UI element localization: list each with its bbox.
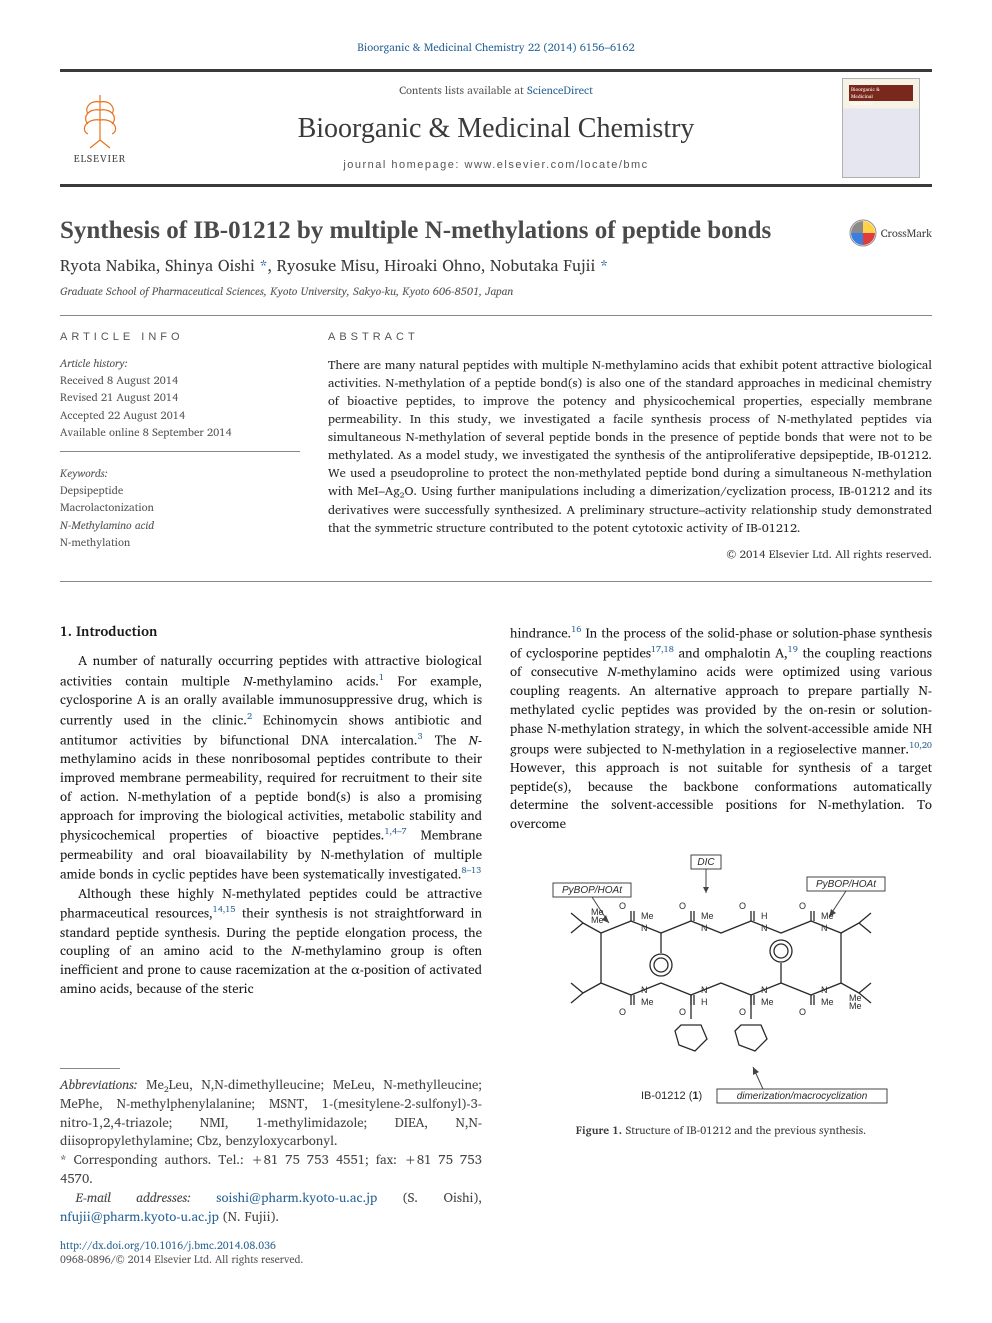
svg-text:Me: Me [641, 911, 654, 921]
sciencedirect-link[interactable]: ScienceDirect [527, 81, 593, 99]
publisher-logo: ELSEVIER [60, 83, 140, 173]
keywords-label: Keywords: [60, 466, 300, 481]
received-date: Received 8 August 2014 [60, 373, 300, 388]
body-paragraph: A number of naturally occurring peptides… [60, 651, 482, 884]
svg-text:O: O [679, 901, 686, 911]
svg-text:N: N [761, 923, 768, 933]
section-heading-intro: 1. Introduction [60, 622, 482, 641]
keyword: N-methylation [60, 535, 300, 550]
keyword: Depsipeptide [60, 483, 300, 498]
abstract-copyright: © 2014 Elsevier Ltd. All rights reserved… [328, 547, 932, 563]
journal-reference: Bioorganic & Medicinal Chemistry 22 (201… [60, 40, 932, 55]
svg-text:Me: Me [821, 911, 834, 921]
divider [60, 581, 932, 582]
keyword: Macrolactonization [60, 500, 300, 515]
contents-prefix: Contents lists available at [399, 81, 527, 99]
issn-copyright: 0968-0896/© 2014 Elsevier Ltd. All right… [60, 1250, 303, 1268]
revised-date: Revised 21 August 2014 [60, 390, 300, 405]
svg-text:O: O [619, 1007, 626, 1017]
fig-label-dic: DIC [697, 857, 715, 868]
email-who: (S. Oishi), [377, 1186, 482, 1208]
fig-label-pybop-left: PyBOP/HOAt [562, 885, 623, 896]
crossmark-icon [849, 219, 877, 247]
journal-title: Bioorganic & Medicinal Chemistry [164, 109, 828, 148]
figure-caption: Figure 1. Structure of IB-01212 and the … [510, 1123, 932, 1138]
body-paragraph: Although these highly N-methylated pepti… [60, 884, 482, 998]
footnotes: Abbreviations: Me₂Leu, N,N-dimethylleuci… [60, 1075, 482, 1226]
right-column: hindrance.16 In the process of the solid… [510, 622, 932, 1267]
svg-text:Me: Me [591, 907, 604, 917]
article-info-label: ARTICLE INFO [60, 330, 300, 345]
svg-text:Me: Me [821, 997, 834, 1007]
keyword: N-Methylamino acid [60, 518, 300, 533]
journal-homepage: journal homepage: www.elsevier.com/locat… [164, 158, 828, 173]
svg-text:O: O [799, 1007, 806, 1017]
elsevier-tree-icon [70, 90, 130, 150]
svg-text:O: O [619, 901, 626, 911]
contents-available-line: Contents lists available at ScienceDirec… [164, 83, 828, 98]
svg-text:N: N [821, 923, 828, 933]
abstract-label: ABSTRACT [328, 330, 932, 345]
email-link[interactable]: nfujii@pharm.kyoto-u.ac.jp [60, 1205, 219, 1227]
homepage-prefix: journal homepage: [343, 159, 464, 171]
crossmark-label: CrossMark [881, 226, 932, 241]
doi-block: http://dx.doi.org/10.1016/j.bmc.2014.08.… [60, 1238, 482, 1267]
accepted-date: Accepted 22 August 2014 [60, 408, 300, 423]
svg-text:N: N [641, 985, 648, 995]
svg-text:O: O [739, 1007, 746, 1017]
journal-ref-link[interactable]: Bioorganic & Medicinal Chemistry 22 (201… [357, 38, 635, 56]
figure-1: DIC PyBOP/HOAt PyBOP/HOAt dimerization/m… [510, 853, 932, 1139]
svg-text:O: O [799, 901, 806, 911]
journal-cover-thumbnail: Bioorganic &MedicinalChemistry [842, 78, 920, 178]
abstract-block: ABSTRACT There are many natural peptides… [328, 330, 932, 563]
article-title: Synthesis of IB-01212 by multiple N-meth… [60, 215, 833, 246]
fig-label-pybop-right: PyBOP/HOAt [816, 879, 877, 890]
email-who: (N. Fujii). [219, 1205, 279, 1227]
affiliation: Graduate School of Pharmaceutical Scienc… [60, 284, 932, 299]
compound-label: IB-01212 (1) [641, 1090, 702, 1102]
svg-text:Me: Me [849, 1001, 862, 1011]
abstract-text: There are many natural peptides with mul… [328, 356, 932, 537]
author-list: Ryota Nabika, Shinya Oishi *, Ryosuke Mi… [60, 255, 932, 277]
svg-text:H: H [761, 911, 768, 921]
fig-caption-num: Figure 1. [576, 1121, 623, 1139]
article-info-block: ARTICLE INFO Article history: Received 8… [60, 330, 300, 563]
svg-text:N: N [761, 985, 768, 995]
svg-text:Me: Me [761, 997, 774, 1007]
history-label: Article history: [60, 356, 300, 371]
svg-text:Me: Me [701, 911, 714, 921]
left-column: 1. Introduction A number of naturally oc… [60, 622, 482, 1267]
svg-text:Me: Me [641, 997, 654, 1007]
homepage-url[interactable]: www.elsevier.com/locate/bmc [465, 159, 649, 171]
svg-text:N: N [701, 985, 708, 995]
svg-text:N: N [701, 923, 708, 933]
publisher-name: ELSEVIER [74, 152, 126, 166]
figure-1-structure: DIC PyBOP/HOAt PyBOP/HOAt dimerization/m… [531, 853, 911, 1113]
body-paragraph: hindrance.16 In the process of the solid… [510, 622, 932, 833]
crossmark-badge[interactable]: CrossMark [849, 219, 932, 247]
fig-caption-text: Structure of IB-01212 and the previous s… [622, 1121, 866, 1139]
svg-text:O: O [679, 1007, 686, 1017]
svg-text:N: N [641, 923, 648, 933]
masthead: ELSEVIER Contents lists available at Sci… [60, 69, 932, 187]
footnote-rule [60, 1068, 120, 1069]
svg-text:N: N [821, 985, 828, 995]
svg-text:O: O [739, 901, 746, 911]
svg-text:H: H [701, 997, 708, 1007]
online-date: Available online 8 September 2014 [60, 425, 300, 440]
fig-label-dimer: dimerization/macrocyclization [737, 1091, 868, 1102]
